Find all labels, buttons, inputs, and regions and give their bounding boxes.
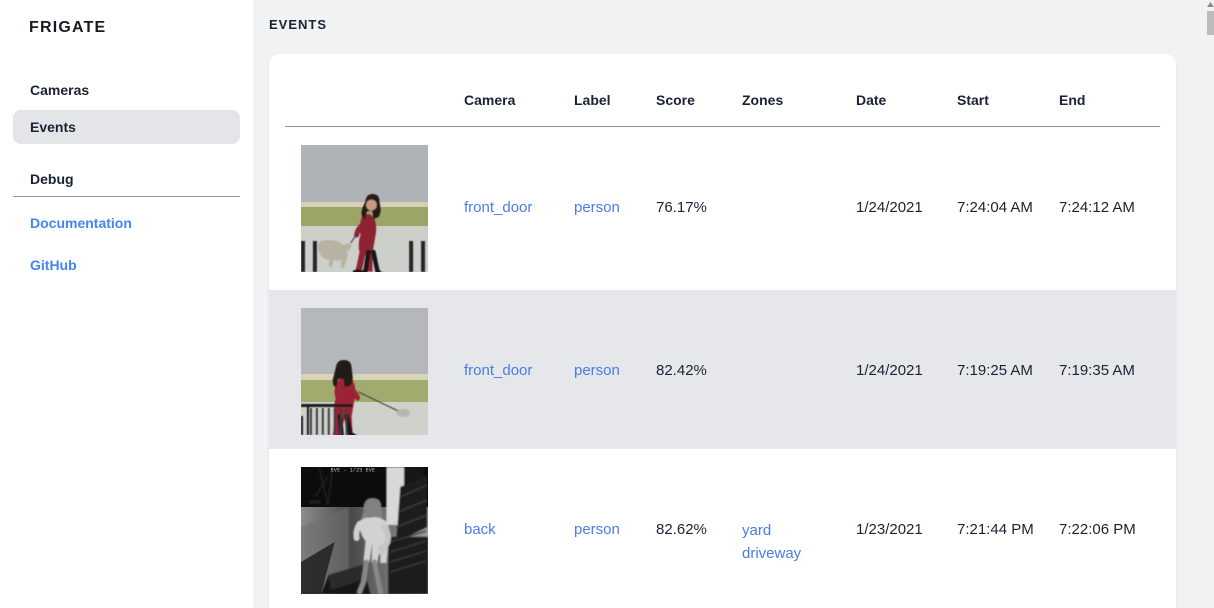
svg-text:EVE - 1/23 EVE: EVE - 1/23 EVE [331, 467, 375, 473]
